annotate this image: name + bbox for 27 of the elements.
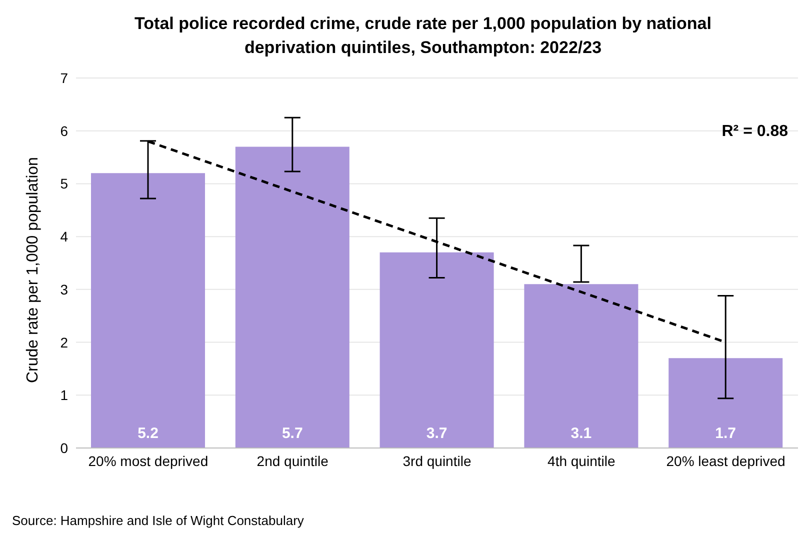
x-tick-label: 20% most deprived	[88, 452, 208, 469]
source-note: Source: Hampshire and Isle of Wight Constabulary	[12, 513, 304, 528]
bar	[235, 146, 350, 448]
data-label: 3.7	[426, 425, 448, 442]
data-label: 1.7	[715, 425, 736, 442]
y-axis-title: Crude rate per 1,000 population	[24, 157, 42, 383]
y-tick-label: 6	[60, 122, 68, 139]
chart-title: Total police recorded crime, crude rate per 1,000 population by national deprivation quintiles, Southampton: 2022/23	[134, 13, 712, 59]
bar	[380, 252, 494, 448]
x-tick-label: 3rd quintile	[402, 452, 472, 469]
y-tick-label: 2	[60, 334, 68, 350]
y-tick-label: 0	[60, 440, 68, 456]
annotation: R² = 0.88	[722, 123, 788, 141]
bar	[91, 173, 205, 448]
bar	[524, 284, 638, 448]
y-tick-label: 7	[60, 70, 68, 86]
x-tick-label: 4th quintile	[548, 452, 616, 469]
data-label: 5.2	[138, 425, 158, 442]
data-label: 5.7	[282, 425, 303, 442]
x-tick-label: 2nd quintile	[256, 452, 329, 469]
y-tick-label: 1	[60, 387, 68, 404]
data-label: 3.1	[570, 425, 592, 442]
y-tick-label: 3	[60, 281, 68, 298]
y-tick-label: 5	[60, 176, 68, 192]
bar	[668, 358, 783, 448]
y-tick-label: 4	[60, 228, 68, 245]
x-tick-label: 20% least deprived	[666, 452, 786, 469]
